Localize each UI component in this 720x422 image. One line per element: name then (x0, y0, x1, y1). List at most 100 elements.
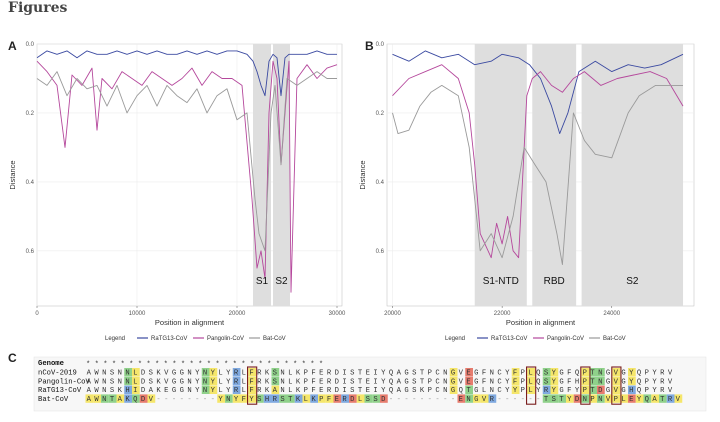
residue-3-35: L (358, 396, 362, 404)
residue-1-56: P (521, 378, 525, 386)
residue-3-6: Q (133, 396, 137, 404)
residue-3-14: - (195, 396, 199, 404)
residue-bg-3-30 (318, 394, 326, 403)
residue-bg-2-16 (209, 385, 218, 394)
residue-3-44: - (428, 396, 432, 404)
residue-0-62: F (567, 370, 571, 378)
residue-1-60: Y (552, 378, 557, 386)
residue-bg-0-57 (527, 368, 535, 377)
residue-0-34: S (350, 370, 354, 378)
residue-3-62: Y (567, 396, 572, 404)
residue-bg-0-49 (465, 368, 473, 377)
residue-2-43: K (420, 387, 425, 395)
residue-bg-2-49 (465, 385, 473, 394)
residue-0-12: G (180, 370, 184, 378)
residue-3-42: - (412, 396, 416, 404)
residue-0-48: V (459, 370, 464, 378)
residue-bg-2-68 (612, 385, 621, 394)
residue-1-57: L (528, 378, 532, 386)
residue-bg-0-5 (124, 368, 132, 377)
residue-2-46: N (443, 387, 447, 395)
residue-0-65: T (590, 370, 595, 378)
residue-1-66: N (598, 378, 602, 386)
residue-1-48: V (459, 378, 464, 386)
residue-0-31: R (327, 370, 332, 378)
residue-0-32: D (335, 370, 339, 378)
residue-1-68: V (614, 378, 619, 386)
residue-bg-3-76 (674, 394, 683, 403)
residue-1-4: N (118, 378, 122, 386)
residue-1-8: S (149, 378, 153, 386)
residue-2-0: A (87, 387, 92, 395)
residue-1-39: Q (389, 378, 393, 386)
residue-3-12: - (180, 396, 184, 404)
x-tick-label-1: 22000 (494, 311, 511, 317)
residue-2-34: S (350, 387, 354, 395)
residue-bg-3-5 (124, 394, 132, 403)
residue-bg-3-51 (480, 394, 489, 403)
residue-3-22: S (257, 396, 261, 404)
residue-1-24: S (273, 378, 277, 386)
residue-3-46: - (443, 396, 447, 404)
residue-bg-3-18 (225, 394, 233, 403)
residue-1-70: Y (629, 378, 634, 386)
residue-0-24: S (273, 370, 277, 378)
residue-3-40: - (397, 396, 401, 404)
residue-0-33: I (342, 370, 346, 378)
residue-bg-1-57 (527, 376, 535, 386)
residue-bg-2-5 (124, 385, 132, 394)
residue-bg-3-37 (372, 394, 380, 403)
residue-2-30: E (319, 387, 323, 395)
residue-1-12: G (180, 378, 184, 386)
residue-3-58: - (536, 396, 540, 404)
residue-bg-3-2 (101, 394, 109, 403)
residue-2-2: N (102, 387, 106, 395)
residue-0-61: G (559, 370, 563, 378)
residue-1-32: D (335, 378, 339, 386)
residue-3-65: P (590, 396, 594, 404)
residue-bg-1-15 (201, 376, 210, 386)
residue-bg-3-61 (558, 394, 566, 403)
residue-bg-3-4 (116, 394, 125, 403)
residue-3-27: K (296, 396, 301, 404)
y-tick-label-0: 0.0 (26, 42, 35, 48)
residue-2-70: H (629, 387, 633, 395)
residue-1-50: G (474, 378, 478, 386)
legend-title: Legend (445, 336, 465, 342)
residue-bg-2-6 (132, 385, 140, 394)
residue-2-50: G (474, 387, 478, 395)
residue-2-55: Y (513, 387, 518, 395)
y-tick-label-0: 0.0 (376, 42, 385, 48)
residue-3-30: P (319, 396, 323, 404)
residue-3-39: - (389, 396, 393, 404)
residue-bg-3-66 (597, 394, 605, 403)
x-tick-label-2: 20000 (229, 311, 246, 317)
x-tick-label-1: 10000 (129, 311, 146, 317)
residue-2-16: Y (211, 387, 216, 395)
residue-0-23: K (265, 370, 270, 378)
residue-bg-3-50 (473, 394, 481, 403)
residue-1-9: K (156, 378, 161, 386)
x-tick-label-0: 0 (35, 311, 39, 317)
residue-1-22: R (257, 378, 262, 386)
alignment-row-name-bat-cov: Bat-CoV (38, 396, 69, 404)
residue-2-20: L (242, 387, 246, 395)
residue-0-72: P (645, 370, 649, 378)
y-axis-title-a: Distance (8, 160, 17, 189)
residue-0-49: E (466, 370, 470, 378)
residue-0-11: G (172, 370, 176, 378)
residue-0-19: R (234, 370, 239, 378)
residue-3-49: N (466, 396, 470, 404)
alignment-row-name-ncov-2019: nCoV-2019 (38, 370, 77, 378)
residue-1-51: F (482, 378, 486, 386)
residue-3-37: S (373, 396, 377, 404)
y-tick-label-2: 0.4 (26, 180, 35, 186)
residue-bg-1-59 (542, 376, 551, 386)
residue-1-0: A (87, 378, 92, 386)
residue-0-59: S (544, 370, 548, 378)
residue-bg-3-32 (333, 394, 342, 403)
residue-3-43: - (420, 396, 424, 404)
residue-bg-3-33 (341, 394, 349, 403)
residue-bg-1-65 (589, 376, 597, 386)
residue-0-52: N (490, 370, 494, 378)
